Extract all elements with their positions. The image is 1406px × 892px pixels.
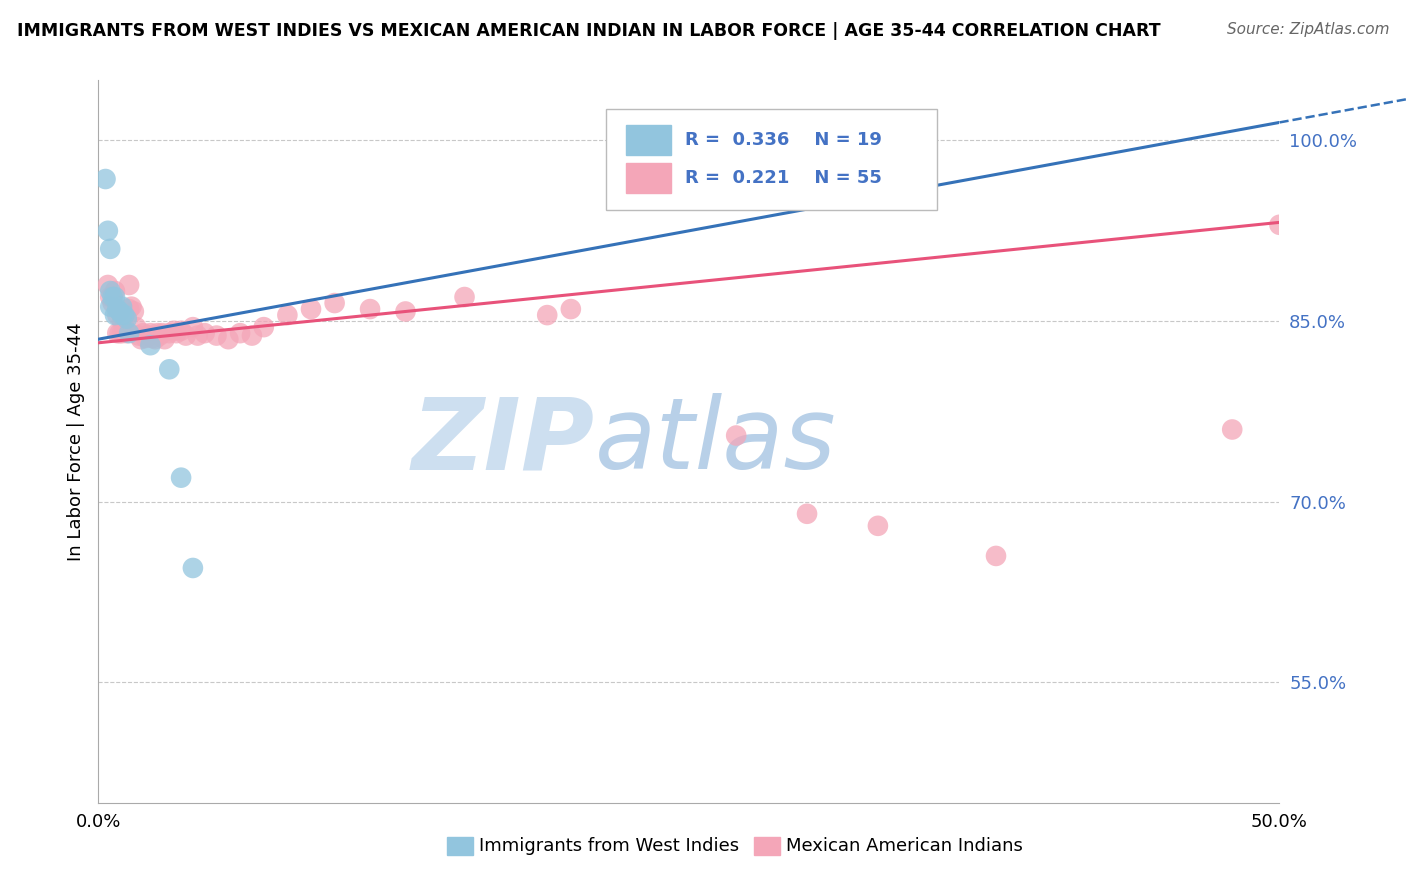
Point bbox=[112, 308, 135, 322]
Point bbox=[136, 328, 159, 343]
Point bbox=[111, 308, 134, 322]
Point bbox=[94, 172, 117, 186]
Point bbox=[536, 308, 558, 322]
Bar bbox=[626, 125, 671, 155]
Point bbox=[125, 320, 148, 334]
Point bbox=[1220, 423, 1243, 437]
Point bbox=[108, 304, 131, 318]
Point bbox=[97, 277, 120, 292]
Point bbox=[866, 519, 889, 533]
Point bbox=[142, 331, 165, 345]
Y-axis label: In Labor Force | Age 35-44: In Labor Force | Age 35-44 bbox=[66, 322, 84, 561]
Point bbox=[453, 290, 475, 304]
Point bbox=[104, 284, 127, 298]
Point bbox=[1268, 218, 1291, 232]
Point bbox=[359, 301, 381, 317]
Point bbox=[121, 300, 143, 314]
Point bbox=[118, 301, 141, 317]
Point bbox=[135, 331, 157, 345]
Point bbox=[323, 296, 346, 310]
Point bbox=[170, 471, 193, 485]
Point bbox=[111, 326, 134, 341]
Point bbox=[165, 326, 187, 341]
Point bbox=[104, 290, 127, 304]
Text: R =  0.336    N = 19: R = 0.336 N = 19 bbox=[685, 131, 883, 149]
Point bbox=[796, 507, 818, 521]
Point bbox=[725, 428, 748, 442]
Text: Immigrants from West Indies: Immigrants from West Indies bbox=[478, 838, 738, 855]
Point bbox=[101, 296, 124, 310]
Point bbox=[139, 338, 162, 352]
Point bbox=[132, 326, 155, 341]
Point bbox=[299, 301, 322, 317]
Point bbox=[112, 320, 135, 334]
Bar bbox=[754, 837, 780, 855]
FancyBboxPatch shape bbox=[606, 109, 936, 211]
Point bbox=[129, 332, 152, 346]
Bar bbox=[626, 162, 671, 193]
Text: ZIP: ZIP bbox=[412, 393, 595, 490]
Point bbox=[105, 301, 128, 317]
Point bbox=[157, 362, 180, 376]
Point bbox=[149, 328, 172, 343]
Point bbox=[115, 311, 138, 326]
Point bbox=[139, 326, 162, 341]
Point bbox=[170, 324, 193, 338]
Point bbox=[240, 328, 263, 343]
Point bbox=[174, 328, 197, 343]
Point bbox=[111, 300, 134, 314]
Text: IMMIGRANTS FROM WEST INDIES VS MEXICAN AMERICAN INDIAN IN LABOR FORCE | AGE 35-4: IMMIGRANTS FROM WEST INDIES VS MEXICAN A… bbox=[17, 22, 1160, 40]
Point bbox=[229, 326, 252, 341]
Point bbox=[143, 332, 166, 346]
Text: Mexican American Indians: Mexican American Indians bbox=[786, 838, 1022, 855]
Point bbox=[122, 304, 145, 318]
Point bbox=[276, 308, 298, 322]
Point bbox=[128, 328, 150, 343]
Point bbox=[181, 561, 204, 575]
Point bbox=[105, 308, 128, 322]
Text: Source: ZipAtlas.com: Source: ZipAtlas.com bbox=[1226, 22, 1389, 37]
Point bbox=[217, 332, 239, 346]
Point bbox=[150, 326, 173, 341]
Point bbox=[560, 301, 582, 317]
Point bbox=[253, 320, 276, 334]
Point bbox=[984, 549, 1007, 563]
Point bbox=[153, 332, 176, 346]
Point bbox=[146, 326, 169, 341]
Point bbox=[97, 224, 120, 238]
Bar bbox=[447, 837, 472, 855]
Point bbox=[394, 304, 416, 318]
Text: atlas: atlas bbox=[595, 393, 837, 490]
Point bbox=[115, 326, 138, 341]
Point bbox=[98, 242, 121, 256]
Point bbox=[187, 328, 209, 343]
Point bbox=[105, 326, 128, 341]
Text: R =  0.221    N = 55: R = 0.221 N = 55 bbox=[685, 169, 883, 186]
Point bbox=[104, 308, 127, 322]
Point bbox=[157, 326, 180, 341]
Point bbox=[101, 290, 124, 304]
Point bbox=[98, 300, 121, 314]
Point bbox=[98, 284, 121, 298]
Point bbox=[205, 328, 228, 343]
Point bbox=[163, 324, 186, 338]
Point bbox=[118, 326, 141, 341]
Point bbox=[111, 314, 134, 328]
Point bbox=[181, 320, 204, 334]
Point bbox=[98, 290, 121, 304]
Point bbox=[194, 326, 217, 341]
Point bbox=[118, 277, 141, 292]
Point bbox=[108, 326, 131, 341]
